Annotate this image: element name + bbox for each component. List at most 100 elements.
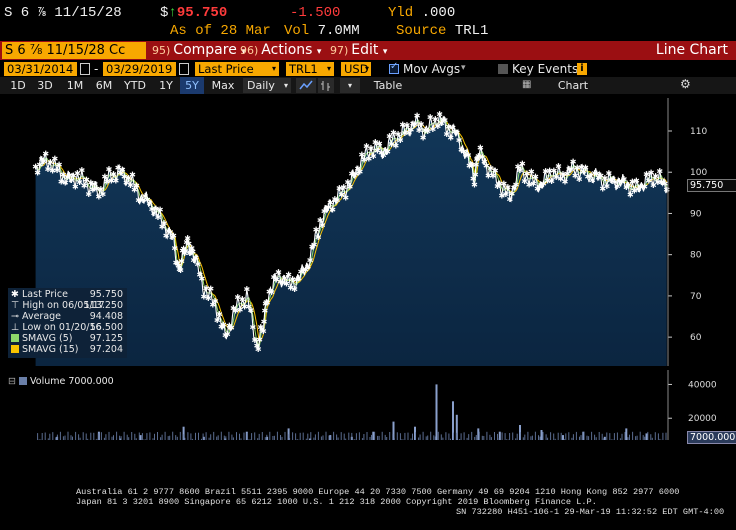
price-marker: ✱ (189, 248, 196, 257)
calendar-icon[interactable] (179, 63, 189, 75)
range-button-6m[interactable]: 6M (95, 79, 113, 92)
currency-select[interactable]: USD ▾ (341, 62, 371, 76)
price-marker: ✱ (263, 298, 270, 307)
legend-low-value: 56.500 (89, 322, 123, 333)
calendar-icon[interactable] (80, 63, 90, 75)
volume-panel: 2000040000201420152016201720182019 (4, 370, 717, 440)
field-select[interactable]: Last Price ▾ (195, 62, 279, 76)
volume-bar (659, 438, 661, 440)
price-marker: ✱ (607, 176, 614, 185)
price-marker: ✱ (248, 306, 255, 315)
volume-bar (616, 432, 618, 440)
volume-bar (474, 436, 476, 440)
price-marker: ✱ (517, 166, 524, 175)
volume-bar (143, 439, 145, 440)
price-marker: ✱ (570, 157, 577, 166)
volume-bar (418, 437, 420, 440)
security-input[interactable]: S 6 ⅞ 11/15/28 Cc (2, 42, 146, 59)
price-marker: ✱ (179, 246, 186, 255)
range-button-1d[interactable]: 1D (10, 79, 26, 92)
price-marker: ✱ (578, 163, 585, 172)
volume-bar (62, 436, 64, 440)
volume-bar (621, 433, 623, 440)
volume-bar (553, 433, 555, 440)
volume-bar (483, 436, 485, 440)
volume-bar (184, 437, 186, 440)
volume-bar (445, 432, 447, 440)
price-marker: ✱ (414, 112, 421, 121)
price-marker: ✱ (295, 274, 302, 283)
volume-bar (440, 434, 442, 440)
price-marker: ✱ (655, 178, 662, 187)
price-marker: ✱ (580, 167, 587, 176)
volume-bar (516, 433, 518, 440)
bar-chart-style-button[interactable] (318, 78, 334, 93)
price-marker: ✱ (384, 148, 391, 157)
price-marker: ✱ (49, 167, 56, 176)
volume-bar (358, 432, 360, 440)
volume-bar (139, 435, 142, 440)
table-button[interactable]: Table (373, 79, 403, 92)
volume-bar (351, 432, 353, 440)
volume-bar (41, 433, 43, 440)
range-button-max[interactable]: Max (211, 79, 235, 92)
chevron-down-icon: ▾ (326, 64, 331, 73)
key-events-checkbox[interactable] (498, 64, 508, 74)
price-marker: ✱ (239, 295, 246, 304)
range-button-1m[interactable]: 1M (66, 79, 84, 92)
volume-bar (49, 433, 51, 440)
line-chart-style-button[interactable] (296, 78, 316, 93)
volume-bar (336, 434, 338, 440)
price-marker: ✱ (186, 249, 193, 258)
volume-bar (232, 437, 234, 440)
start-date-input[interactable]: 03/31/2014 (4, 62, 77, 76)
legend-low: ⊥ Low on 01/20/16 56.500 (11, 322, 125, 333)
yield-value: .000 (421, 5, 456, 21)
volume-bar (287, 434, 289, 440)
frequency-select[interactable]: Daily ▾ (243, 78, 291, 93)
info-icon[interactable]: i (577, 63, 587, 75)
price-marker: ✱ (133, 181, 140, 190)
source-select[interactable]: TRL1 ▾ (286, 62, 334, 76)
price-marker: ✱ (342, 193, 349, 202)
price-marker: ✱ (402, 129, 409, 138)
price-marker: ✱ (205, 294, 212, 303)
price-marker: ✱ (64, 173, 71, 182)
price-marker: ✱ (153, 204, 160, 213)
range-button-1y[interactable]: 1Y (159, 79, 173, 92)
range-button-ytd[interactable]: YTD (124, 79, 146, 92)
price-marker: ✱ (469, 161, 476, 170)
price-marker: ✱ (68, 176, 75, 185)
price-marker: ✱ (623, 183, 630, 192)
volume-bar (568, 432, 570, 440)
volume-bar (182, 434, 184, 440)
price-marker: ✱ (618, 178, 625, 187)
volume-bar (450, 438, 451, 440)
chevron-down-icon[interactable]: ▾ (340, 78, 360, 93)
range-button-5y[interactable]: 5Y (180, 77, 204, 94)
price-marker: ✱ (275, 268, 282, 277)
volume-bar (434, 436, 436, 440)
volume-bar (538, 435, 539, 440)
volume-bar (539, 436, 541, 440)
end-date-input[interactable]: 03/29/2019 (103, 62, 176, 76)
volume-bar (422, 431, 424, 440)
volume-bar (116, 431, 118, 440)
price-marker: ✱ (538, 181, 545, 190)
range-button-3d[interactable]: 3D (37, 79, 53, 92)
volume-bar (415, 432, 416, 440)
chevron-down-icon[interactable]: ▾ (461, 63, 466, 73)
compare-menu[interactable]: 95) Compare ▾ (152, 41, 246, 60)
price-marker: ✱ (587, 172, 594, 181)
price-marker: ✱ (234, 293, 241, 302)
edit-menu[interactable]: 97) Edit ▾ (330, 41, 387, 60)
actions-menu[interactable]: 96) Actions ▾ (240, 41, 321, 60)
price-marker: ✱ (182, 247, 189, 256)
price-y-tick-label: 110 (690, 127, 707, 137)
gear-icon[interactable]: ⚙ (680, 77, 691, 91)
volume-bar (651, 437, 653, 440)
volume-bar (642, 435, 644, 440)
price-marker: ✱ (329, 206, 336, 215)
mov-avgs-checkbox[interactable]: ✓ (389, 61, 399, 74)
price-marker: ✱ (412, 120, 419, 129)
